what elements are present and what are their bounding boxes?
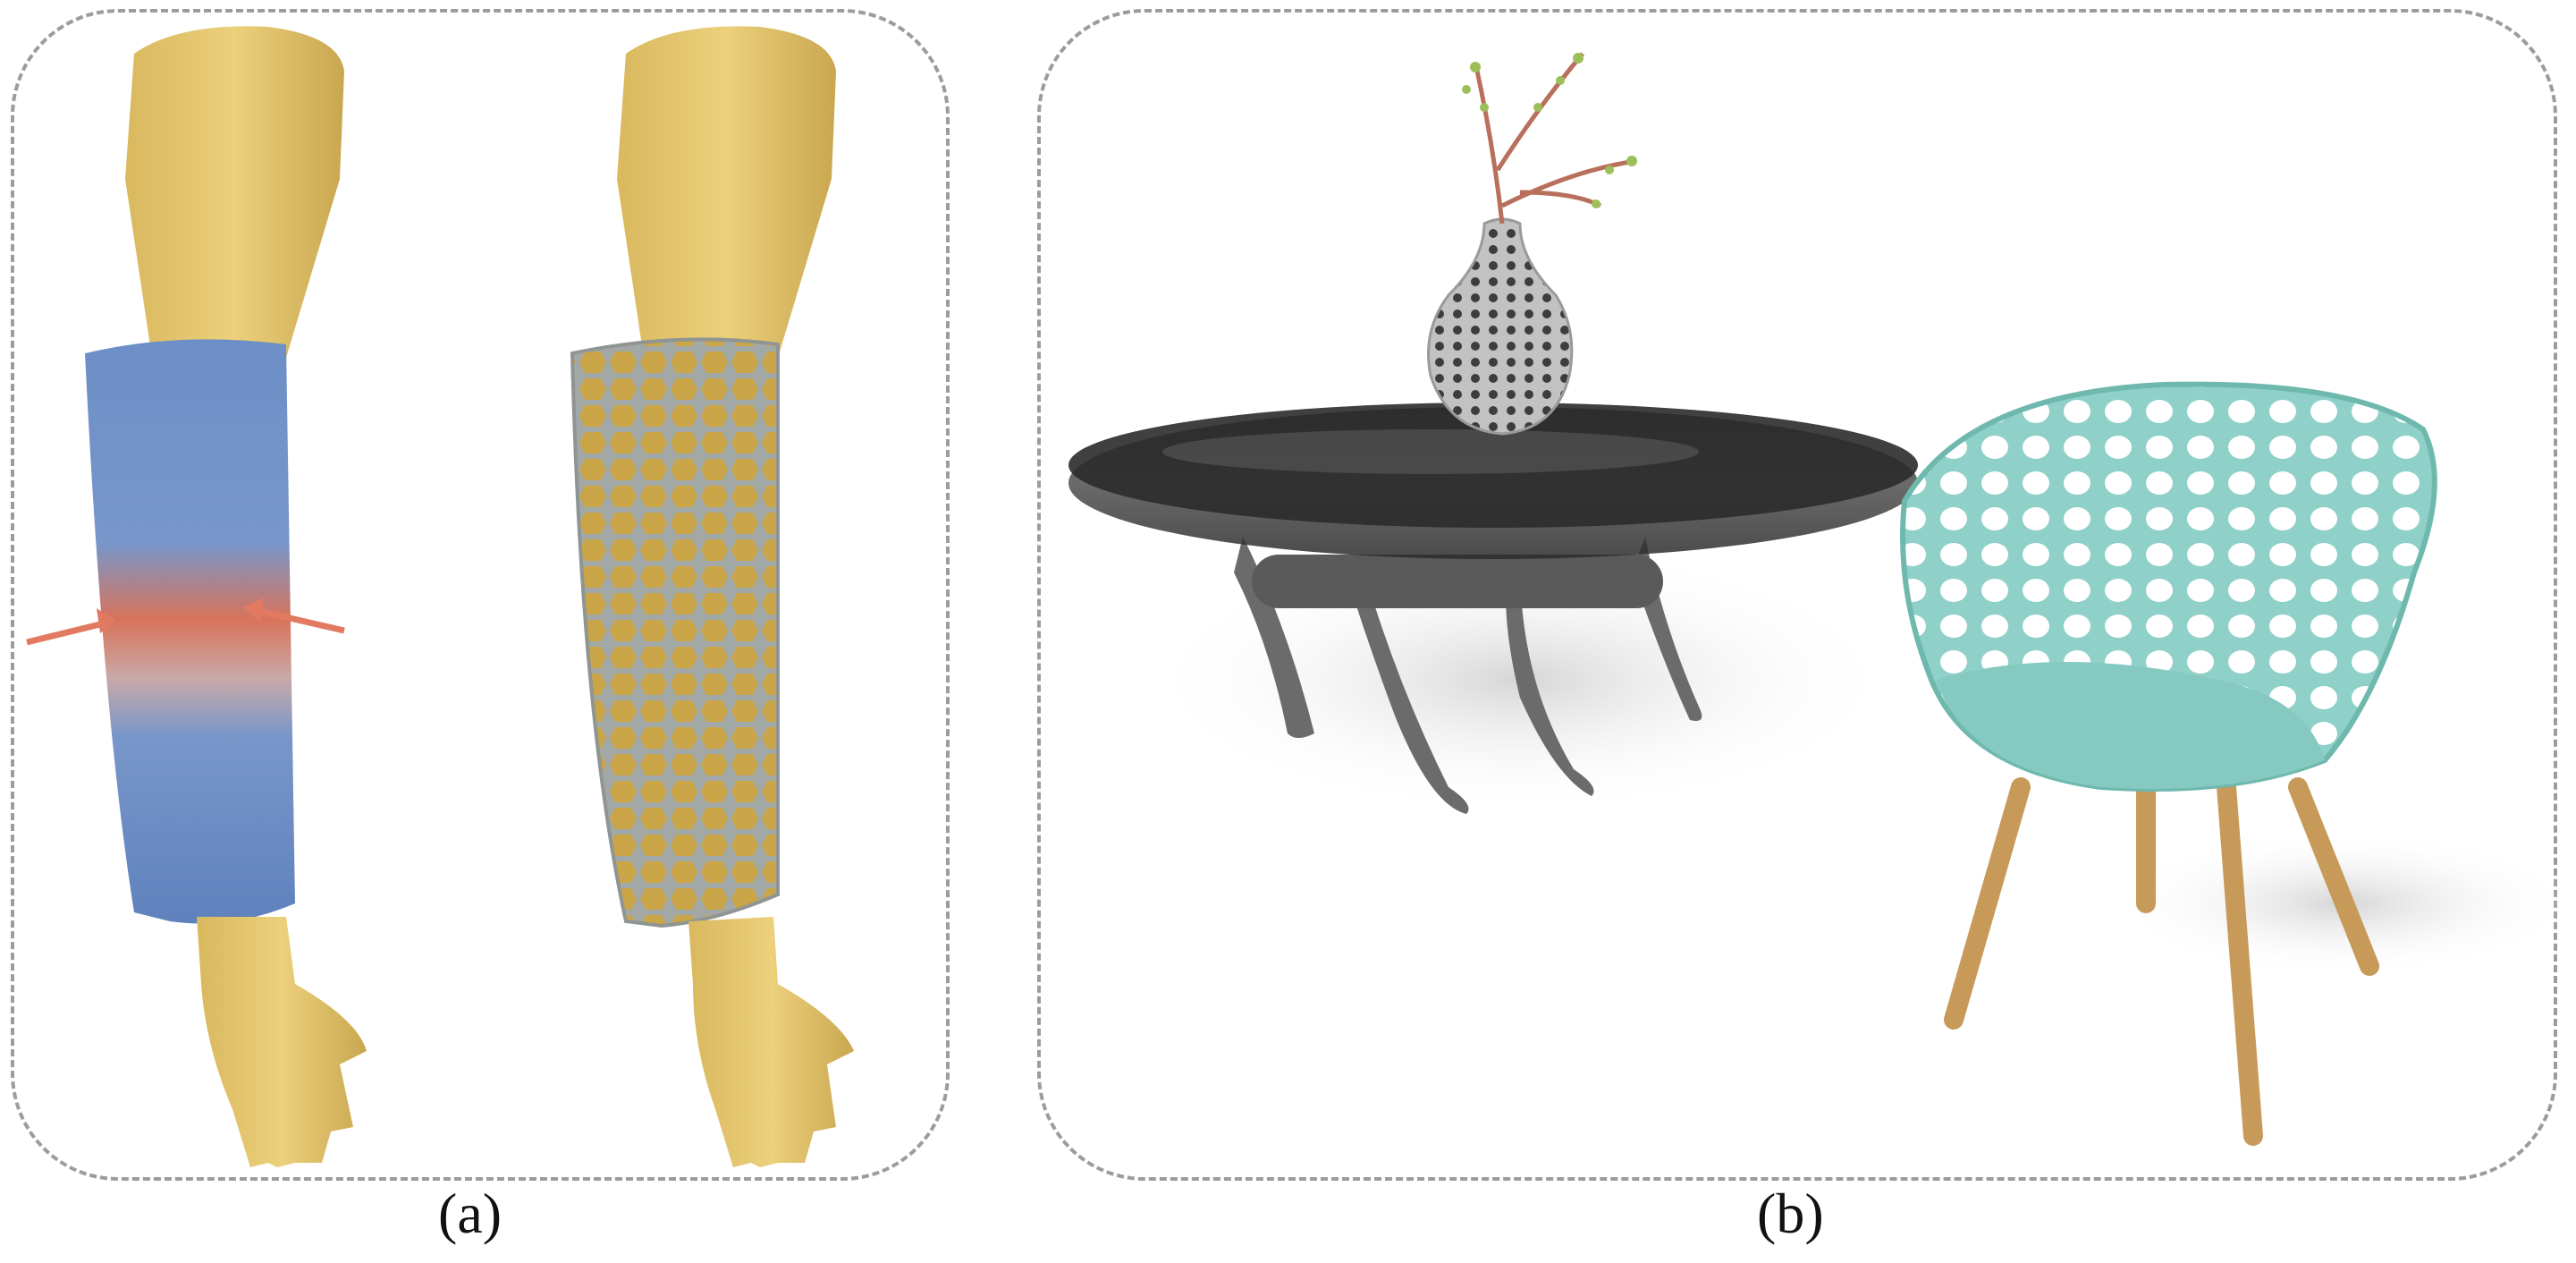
branch-buds — [1462, 53, 1637, 208]
panel-b-caption: (b) — [1757, 1182, 1824, 1245]
arm-with-lattice-cast — [570, 26, 854, 1167]
force-arrow-right — [243, 598, 345, 634]
panel-a-caption: (a) — [438, 1182, 503, 1245]
vase — [1427, 217, 1574, 436]
branches — [1473, 52, 1637, 225]
table-base — [1234, 537, 1702, 814]
arm-with-stress-cast — [26, 26, 367, 1167]
force-arrow-left — [26, 608, 116, 646]
chair — [1900, 381, 2575, 1146]
table-scene — [1068, 52, 1918, 814]
table-glass-top — [1068, 403, 1918, 559]
chair-legs — [1944, 759, 2379, 1146]
